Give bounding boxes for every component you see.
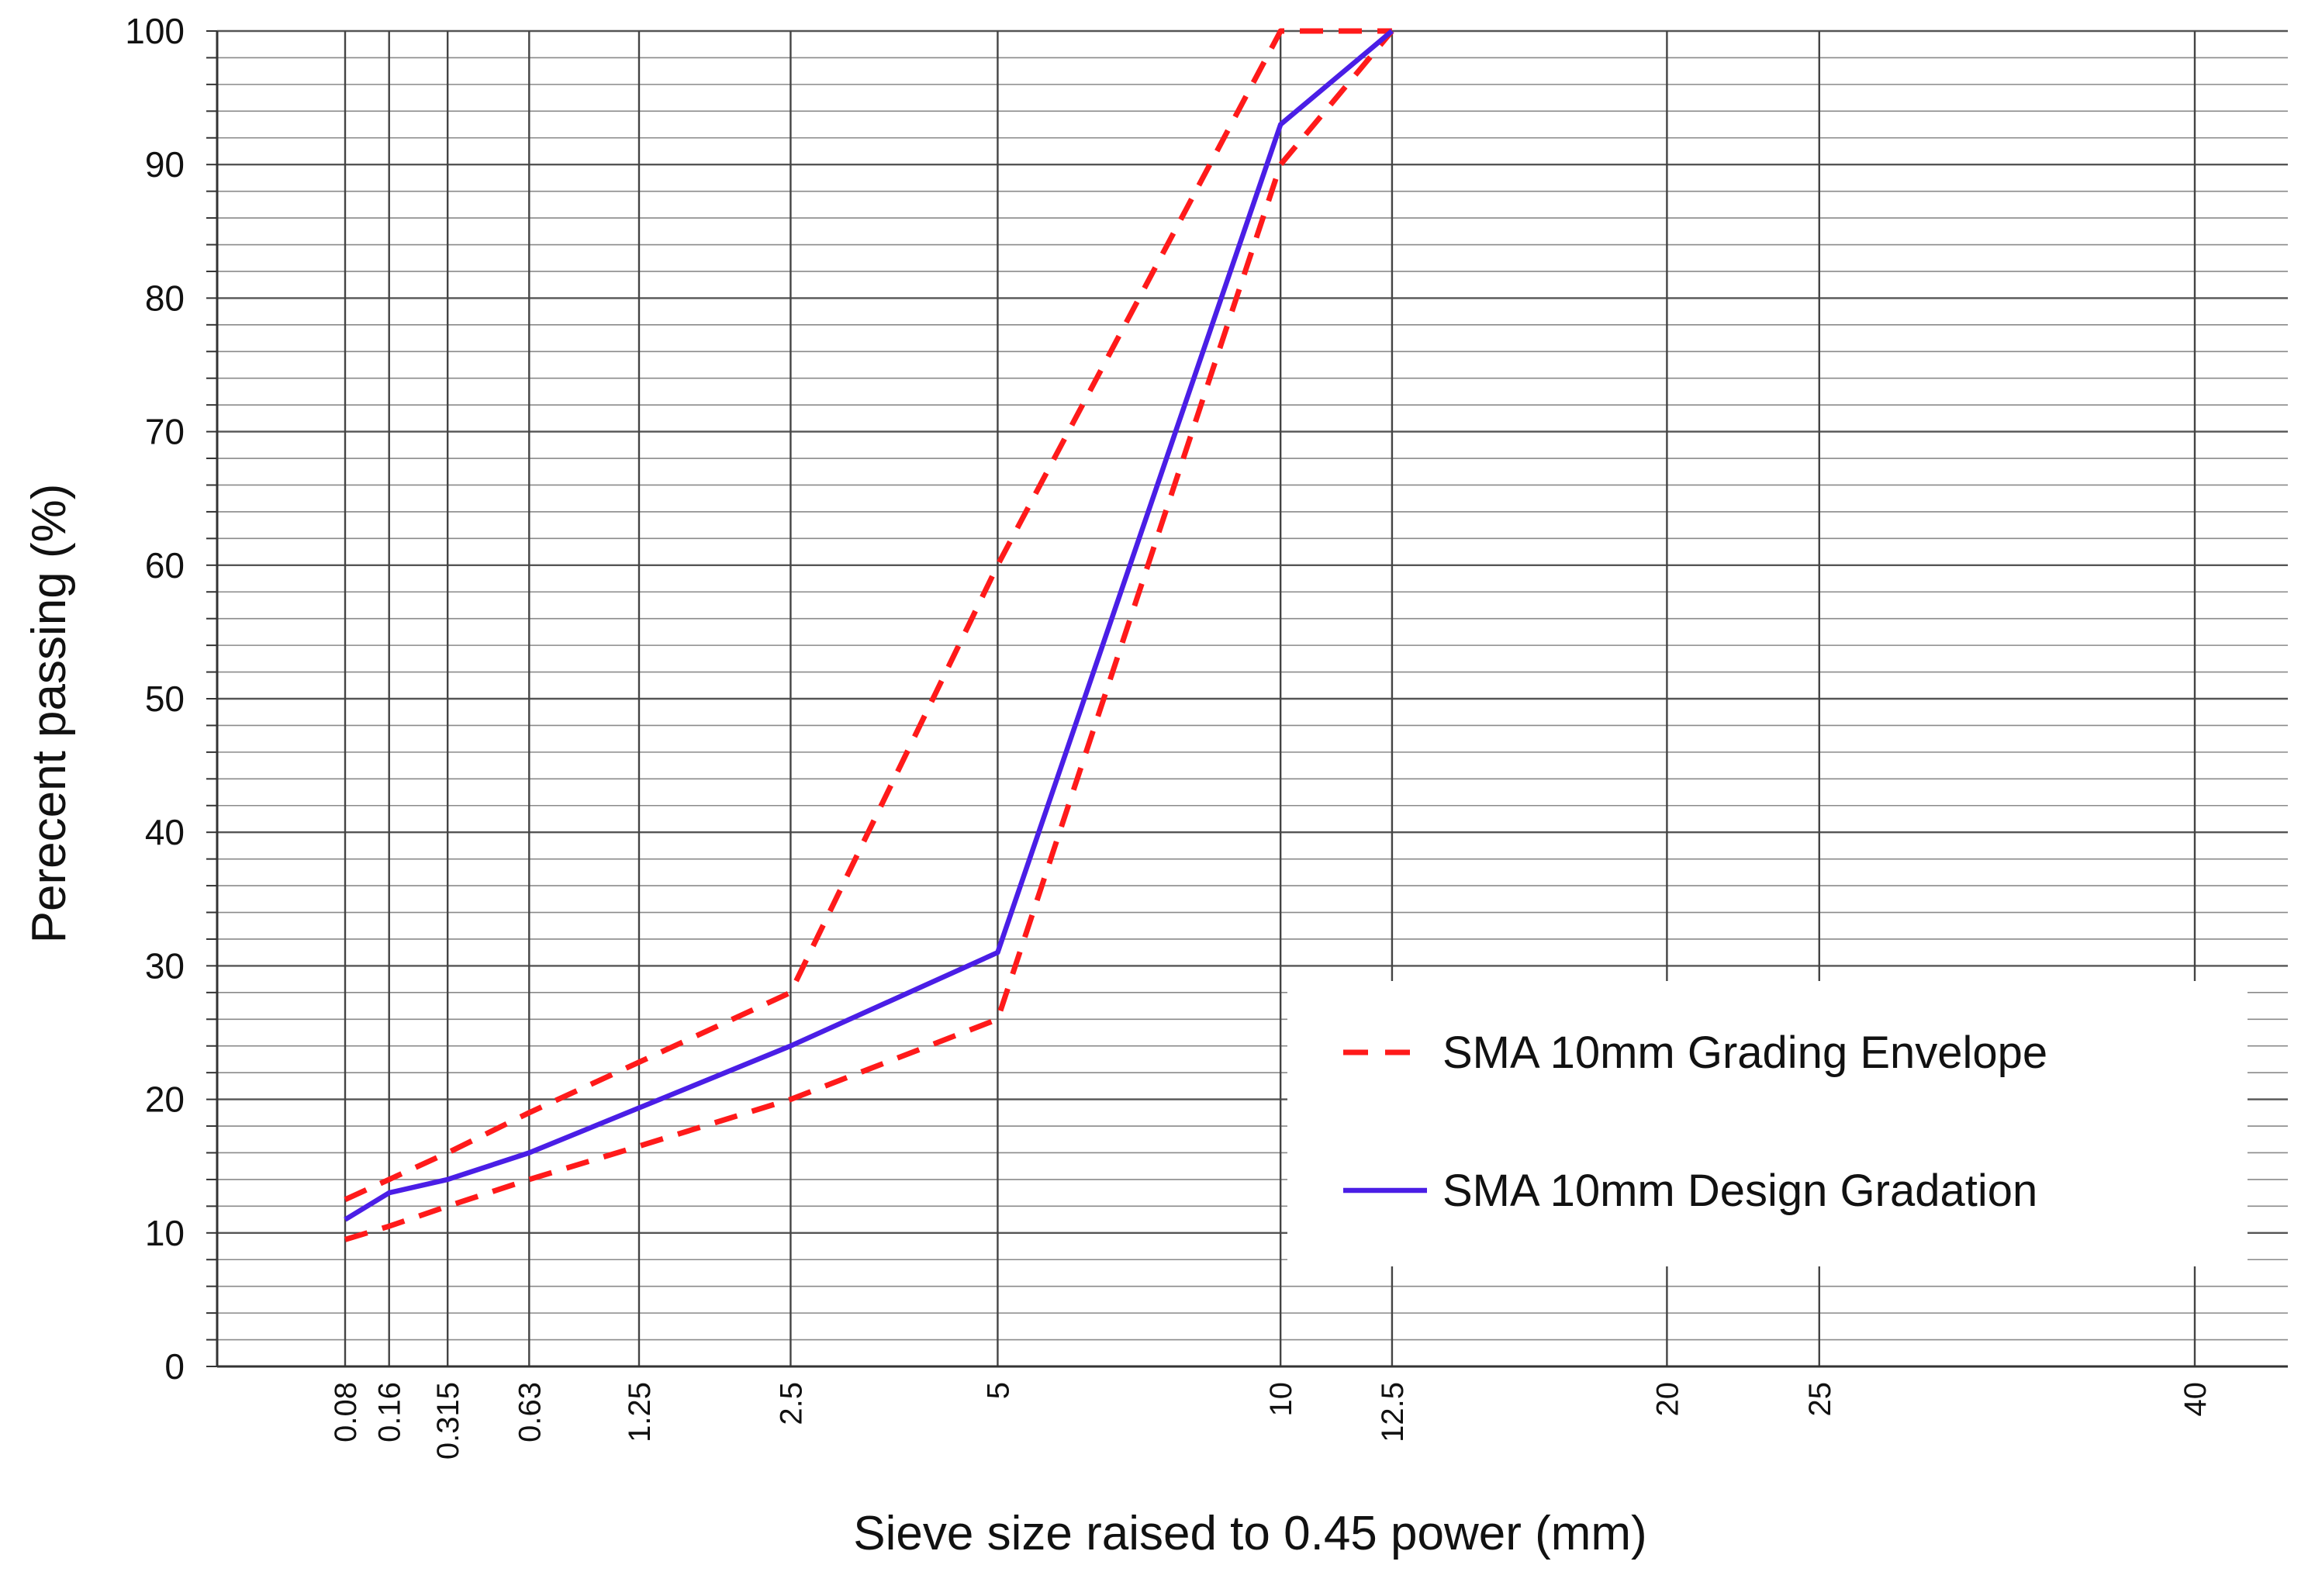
series-line-1	[344, 29, 1394, 1242]
y-tick-label: 100	[125, 11, 185, 51]
series-line-0	[344, 28, 1392, 1202]
y-tick-label: 0	[164, 1346, 185, 1387]
x-tick-label: 40	[2178, 1382, 2213, 1417]
x-tick-label: 0.08	[329, 1382, 363, 1442]
x-tick-label: 5	[981, 1382, 1015, 1399]
y-axis-title: Perecent passing (%)	[22, 484, 76, 944]
x-tick-label: 12.5	[1376, 1382, 1410, 1442]
x-axis-title: Sieve size raised to 0.45 power (mm)	[853, 1507, 1646, 1560]
legend: SMA 10mm Grading Envelope SMA 10mm Desig…	[1287, 981, 2248, 1266]
x-tick-label: 2.5	[774, 1382, 808, 1425]
x-tick-label: 1.25	[623, 1382, 657, 1442]
x-tick-label: 0.315	[431, 1382, 465, 1460]
y-tick-label: 90	[145, 144, 185, 185]
axis-layer: 0 10 20 30 40 50 60 70 80 90 100 0.08 0.16 0.315 0.63 1…	[125, 11, 2288, 1460]
series-layer	[344, 28, 1394, 1242]
y-tick-label: 20	[145, 1080, 185, 1120]
y-tick-label: 50	[145, 679, 185, 719]
x-tick-label: 0.16	[373, 1382, 407, 1442]
y-tick-label: 30	[145, 945, 185, 986]
legend-box	[1287, 981, 2248, 1266]
y-tick-label: 70	[145, 412, 185, 452]
x-tick-label: 10	[1264, 1382, 1298, 1417]
x-tick-label: 20	[1650, 1382, 1684, 1417]
series-line-2	[344, 29, 1394, 1222]
y-tick-label: 40	[145, 812, 185, 852]
y-tick-label: 60	[145, 545, 185, 586]
y-tick-label: 80	[145, 278, 185, 318]
x-tick-label: 0.63	[513, 1382, 547, 1442]
legend-label-grading-envelope: SMA 10mm Grading Envelope	[1442, 1028, 2047, 1078]
legend-label-design-gradation: SMA 10mm Design Gradation	[1442, 1166, 2037, 1216]
x-tick-label: 25	[1803, 1382, 1837, 1417]
y-tick-label: 10	[145, 1213, 185, 1253]
